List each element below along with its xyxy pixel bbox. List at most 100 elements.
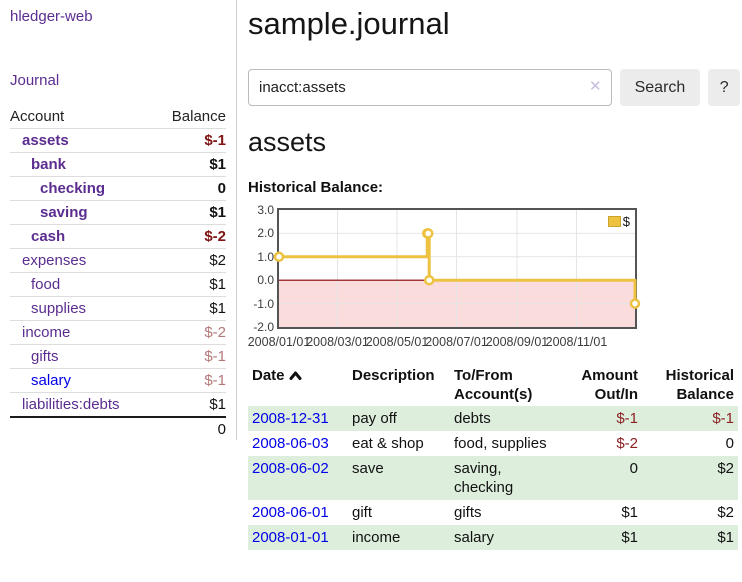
accounts-header-account: Account xyxy=(10,107,65,125)
account-link-food[interactable]: food xyxy=(31,276,61,293)
transaction-accounts: gifts xyxy=(454,504,482,521)
account-link-salary[interactable]: salary xyxy=(31,372,72,389)
col-header-balance: Historical Balance xyxy=(665,367,734,403)
account-row: cash $-2 xyxy=(10,224,226,248)
accounts-header-balance: Balance xyxy=(171,107,226,125)
register-table: Date Description To/From Account(s) Amou… xyxy=(248,364,738,550)
transaction-accounts: debts xyxy=(454,410,491,427)
page-title: sample.journal xyxy=(248,6,450,41)
main-content: sample.journal ✕ Search ? assets Histori… xyxy=(248,0,740,550)
account-balance: $-1 xyxy=(204,348,226,365)
account-link-liabilities-debts[interactable]: liabilities:debts xyxy=(22,396,120,413)
accounts-total-value: 0 xyxy=(217,420,226,438)
register-header-row: Date Description To/From Account(s) Amou… xyxy=(248,364,738,406)
y-tick-label: -2.0 xyxy=(253,320,274,334)
account-row: expenses $2 xyxy=(10,248,226,272)
search-input[interactable] xyxy=(248,69,612,106)
nav-journal-link[interactable]: Journal xyxy=(10,72,60,89)
transaction-date-link[interactable]: 2008-01-01 xyxy=(252,529,329,546)
account-link-gifts[interactable]: gifts xyxy=(31,348,59,365)
x-tick-label: 2008/09/01 xyxy=(485,335,549,349)
transaction-date-link[interactable]: 2008-12-31 xyxy=(252,410,329,427)
transaction-row: 2008-12-31 pay off debts $-1 $-1 xyxy=(248,406,738,431)
date-header-label: Date xyxy=(252,367,285,384)
transaction-accounts: salary xyxy=(454,529,495,546)
account-row: food $1 xyxy=(10,272,226,296)
accounts-table: Account Balance assets $-1 bank $1 check… xyxy=(10,104,226,440)
transaction-balance: $1 xyxy=(717,529,734,546)
transaction-accounts: saving, checking xyxy=(454,460,514,496)
account-row: checking 0 xyxy=(10,176,226,200)
x-tick-label: 2008/07/01 xyxy=(425,335,488,349)
search-box: ✕ xyxy=(248,69,612,106)
chart-legend: $ xyxy=(607,214,630,229)
account-balance: $2 xyxy=(209,252,226,269)
legend-swatch-icon xyxy=(607,216,621,227)
account-row: income $-2 xyxy=(10,320,226,344)
transaction-accounts: food, supplies xyxy=(454,435,547,452)
transaction-description: income xyxy=(352,529,401,546)
account-balance: $1 xyxy=(209,276,226,293)
chart-heading: Historical Balance: xyxy=(248,179,384,196)
transaction-date-link[interactable]: 2008-06-01 xyxy=(252,504,329,521)
account-row: gifts $-1 xyxy=(10,344,226,368)
transaction-amount: $-1 xyxy=(616,410,638,427)
y-tick-label: 2.0 xyxy=(257,226,274,241)
account-row: bank $1 xyxy=(10,152,226,176)
transaction-balance: $-1 xyxy=(712,410,734,427)
transaction-amount: $1 xyxy=(621,504,638,521)
help-button[interactable]: ? xyxy=(708,69,740,106)
legend-label: $ xyxy=(622,214,630,229)
account-link-expenses[interactable]: expenses xyxy=(22,252,87,269)
col-header-accounts: To/From Account(s) xyxy=(454,367,533,403)
account-link-bank[interactable]: bank xyxy=(31,156,67,173)
account-link-assets[interactable]: assets xyxy=(22,132,69,149)
col-header-amount: Amount Out/In xyxy=(581,367,638,403)
transaction-description: pay off xyxy=(352,410,397,427)
transaction-balance: $2 xyxy=(717,460,734,477)
transaction-row: 2008-06-01 gift gifts $1 $2 xyxy=(248,500,738,525)
accounts-table-header: Account Balance xyxy=(10,104,226,128)
sort-ascending-icon xyxy=(289,368,302,385)
balance-chart: 3.0 2.0 1.0 0.0 -1.0 -2.0 $ 2008/01/01 2008/03… xyxy=(248,202,740,354)
account-balance: $-1 xyxy=(204,372,226,389)
account-link-supplies[interactable]: supplies xyxy=(31,300,87,317)
account-link-checking[interactable]: checking xyxy=(40,180,106,197)
transaction-description: save xyxy=(352,460,384,477)
transaction-row: 2008-06-03 eat & shop food, supplies $-2… xyxy=(248,431,738,456)
app-title-link[interactable]: hledger-web xyxy=(10,8,93,25)
account-link-cash[interactable]: cash xyxy=(31,228,66,245)
search-button[interactable]: Search xyxy=(619,69,701,106)
account-balance: $-1 xyxy=(204,132,226,149)
account-link-income[interactable]: income xyxy=(22,324,71,341)
transaction-description: gift xyxy=(352,504,373,521)
transaction-row: 2008-06-02 save saving, checking 0 $2 xyxy=(248,456,738,500)
transaction-date-link[interactable]: 2008-06-03 xyxy=(252,435,329,452)
chart-canvas xyxy=(273,210,641,327)
transaction-amount: $-2 xyxy=(616,435,638,452)
x-tick-label: 2008/05/01 xyxy=(365,335,429,349)
transaction-date-link[interactable]: 2008-06-02 xyxy=(252,460,329,477)
x-tick-label: 2008/01/01 xyxy=(247,335,311,349)
account-link-saving[interactable]: saving xyxy=(40,204,88,221)
sidebar: hledger-web Journal Account Balance asse… xyxy=(0,0,237,440)
clear-search-icon[interactable]: ✕ xyxy=(589,78,602,95)
account-balance: $1 xyxy=(209,300,226,317)
x-tick-label: 2008/11/01 xyxy=(545,335,608,349)
y-tick-label: 3.0 xyxy=(257,203,274,217)
transaction-amount: $1 xyxy=(621,529,638,546)
account-balance: $-2 xyxy=(204,228,226,245)
account-row: saving $1 xyxy=(10,200,226,224)
account-balance: 0 xyxy=(217,180,226,197)
transaction-row: 2008-01-01 income salary $1 $1 xyxy=(248,525,738,550)
transaction-balance: 0 xyxy=(725,435,734,452)
account-balance: $1 xyxy=(209,156,226,173)
account-heading: assets xyxy=(248,127,327,157)
col-header-date[interactable]: Date xyxy=(248,364,348,406)
accounts-total-row: 0 xyxy=(10,416,226,440)
account-row: supplies $1 xyxy=(10,296,226,320)
transaction-amount: 0 xyxy=(629,460,638,477)
transaction-description: eat & shop xyxy=(352,435,424,452)
account-balance: $-2 xyxy=(204,324,226,341)
